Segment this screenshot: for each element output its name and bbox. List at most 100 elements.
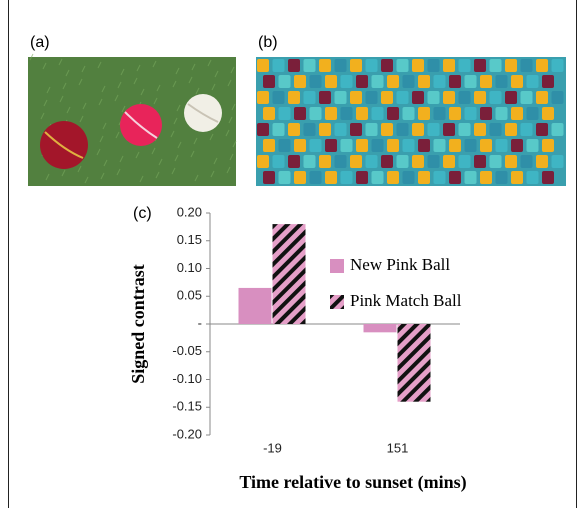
seat <box>272 91 285 104</box>
seat <box>474 123 486 136</box>
grass-blade <box>191 63 196 71</box>
seat <box>278 107 291 120</box>
grass-blade <box>59 95 64 103</box>
seat <box>489 155 502 168</box>
seat <box>356 139 368 152</box>
seat <box>458 59 471 72</box>
grass-blade <box>81 65 86 73</box>
bar <box>272 224 306 324</box>
grass-blade <box>193 137 198 145</box>
bar <box>363 324 397 333</box>
seat <box>427 59 440 72</box>
grass-blade <box>117 81 122 89</box>
seat <box>303 91 316 104</box>
seat <box>309 75 322 88</box>
seat <box>480 139 492 152</box>
grass-blade <box>232 140 237 148</box>
seat <box>402 139 415 152</box>
seat <box>387 139 399 152</box>
seat <box>402 171 415 184</box>
seat <box>480 171 492 184</box>
seat <box>294 139 306 152</box>
seat <box>303 59 316 72</box>
grass-blade <box>151 147 156 155</box>
legend-swatch <box>330 259 344 273</box>
seat <box>433 75 446 88</box>
seat <box>288 59 300 72</box>
grass-blade <box>230 66 235 74</box>
seat <box>536 123 548 136</box>
seat <box>551 155 564 168</box>
seat <box>551 59 564 72</box>
grass-blade <box>121 105 126 113</box>
seat <box>381 123 393 136</box>
seat <box>294 75 306 88</box>
seat <box>272 123 285 136</box>
grass-blade <box>174 154 179 162</box>
seat <box>511 171 523 184</box>
seat <box>263 75 275 88</box>
grass-blade <box>99 135 104 143</box>
bar <box>397 324 431 402</box>
y-tick-label: -0.05 <box>172 343 202 358</box>
seat <box>542 75 554 88</box>
seat <box>278 171 291 184</box>
seat <box>495 171 508 184</box>
grass-blade <box>228 116 233 124</box>
seat <box>371 75 384 88</box>
seat <box>495 139 508 152</box>
photo-seats <box>256 57 566 186</box>
grass-blade <box>78 78 83 86</box>
seat <box>536 155 548 168</box>
seat <box>449 75 461 88</box>
grass-blade <box>100 172 105 180</box>
seat <box>536 91 548 104</box>
grass-blade <box>209 133 214 141</box>
seat <box>365 59 378 72</box>
seat <box>278 139 291 152</box>
grass-blade <box>62 82 67 90</box>
seat <box>402 107 415 120</box>
seat <box>257 155 269 168</box>
seat <box>449 171 461 184</box>
seat <box>257 91 269 104</box>
grass-blade <box>133 77 138 85</box>
legend-label: New Pink Ball <box>350 255 450 274</box>
seat <box>474 155 486 168</box>
grass-blade <box>61 169 66 177</box>
seat <box>334 59 347 72</box>
seat <box>319 123 331 136</box>
grass-blade <box>175 67 180 75</box>
seat <box>257 59 269 72</box>
seat <box>294 107 306 120</box>
seat <box>480 75 492 88</box>
seat <box>458 123 471 136</box>
y-tick-label: -0.15 <box>172 399 202 414</box>
grass-blade <box>214 70 219 78</box>
seat <box>356 107 368 120</box>
seat <box>288 123 300 136</box>
seat <box>433 107 446 120</box>
panel-label: (b) <box>258 34 278 51</box>
grass-blade <box>58 58 63 66</box>
grass-blade <box>115 131 120 139</box>
seat <box>511 107 523 120</box>
grass-blade <box>188 76 193 84</box>
seat <box>464 75 477 88</box>
seat <box>309 107 322 120</box>
grass-blade <box>226 166 231 174</box>
seat <box>396 91 409 104</box>
seat <box>309 171 322 184</box>
seat <box>458 155 471 168</box>
y-tick-label: 0.15 <box>177 232 202 247</box>
seat <box>520 123 533 136</box>
legend-swatch <box>330 295 344 309</box>
seat <box>340 171 353 184</box>
seat <box>334 123 347 136</box>
seat <box>303 123 316 136</box>
grass-blade <box>155 171 160 179</box>
grass-blade <box>135 151 140 159</box>
grass-blade <box>229 153 234 161</box>
seat <box>433 139 446 152</box>
seat <box>381 155 393 168</box>
